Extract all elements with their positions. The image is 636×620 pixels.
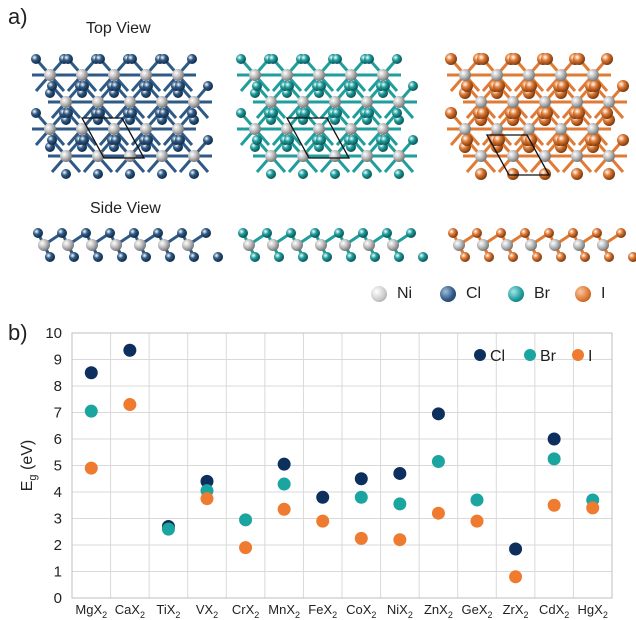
x-tick-label: CaX2 [115, 602, 145, 620]
data-points [84, 343, 600, 584]
top-view-structures [31, 53, 629, 180]
top-view-cl [31, 54, 213, 179]
point-br [277, 477, 291, 491]
legend-i-label: I [601, 285, 606, 302]
point-br [393, 497, 407, 511]
legend-ni-label: Ni [397, 285, 413, 302]
y-tick-label: 1 [54, 564, 62, 581]
legend-br: Br [508, 285, 550, 303]
y-tick-label: 10 [45, 325, 62, 342]
point-i [547, 498, 561, 512]
x-tick-label: ZnX2 [424, 602, 453, 620]
x-tick-label: FeX2 [308, 602, 337, 620]
y-tick-label: 2 [54, 537, 62, 554]
panel-b-label: b) [8, 320, 28, 345]
grid [71, 332, 613, 599]
top-view-br [236, 54, 418, 179]
legend-label-i: I [588, 348, 592, 365]
point-cl [277, 457, 291, 471]
x-tick-label: GeX2 [461, 602, 492, 620]
point-br [431, 455, 445, 469]
point-i [239, 541, 253, 555]
cl-ball-icon [440, 286, 456, 302]
side-view-structures [33, 228, 636, 262]
point-i [470, 514, 484, 528]
legend-label-br: Br [540, 348, 557, 365]
point-cl [84, 366, 98, 380]
x-tick-label: CoX2 [346, 602, 376, 620]
point-br [470, 493, 484, 507]
atom-legend: Ni Cl Br I [0, 285, 636, 309]
x-tick-label: MnX2 [268, 602, 300, 620]
x-tick-label: CrX2 [232, 602, 259, 620]
point-cl [393, 466, 407, 480]
point-i [200, 492, 214, 506]
x-tick-label: MgX2 [75, 602, 107, 620]
x-tick-label: HgX2 [578, 602, 608, 620]
crystal-structures [31, 53, 636, 262]
y-tick-label: 3 [54, 511, 62, 528]
point-cl [354, 472, 368, 486]
band-gap-chart: 0 1 2 3 4 5 6 7 8 9 10 MgX2 CaX2 TiX2 VX2 CrX2 MnX2 FeX2… [19, 325, 613, 620]
series-legend: Cl Br I [474, 348, 592, 365]
legend-cl-label: Cl [466, 285, 482, 302]
legend-label-cl: Cl [490, 348, 505, 365]
side-view-i [448, 228, 636, 262]
side-view-br [238, 228, 428, 262]
point-br [239, 513, 253, 527]
y-axis-label: Eg (eV) [19, 440, 39, 491]
y-tick-label: 5 [54, 458, 62, 475]
x-tick-label: VX2 [196, 602, 218, 620]
point-i [393, 533, 407, 547]
side-view-cl [33, 228, 223, 262]
legend-marker-br [524, 349, 536, 361]
y-tick-label: 4 [54, 484, 62, 501]
ni-ball-icon [371, 286, 387, 302]
point-i [586, 501, 600, 515]
point-i [277, 502, 291, 516]
legend-ni: Ni [371, 285, 412, 303]
point-i [431, 506, 445, 520]
x-tick-label: ZrX2 [503, 602, 529, 620]
point-i [123, 398, 137, 412]
point-i [316, 514, 330, 528]
legend-br-label: Br [534, 285, 550, 302]
legend-marker-cl [474, 349, 486, 361]
point-i [509, 570, 523, 584]
i-ball-icon [575, 286, 591, 302]
y-tick-label: 7 [54, 405, 62, 422]
y-tick-label: 6 [54, 431, 62, 448]
y-tick-labels: 0 1 2 3 4 5 6 7 8 9 10 [45, 325, 62, 607]
legend-cl: Cl [440, 285, 481, 303]
point-cl [509, 542, 523, 556]
point-br [84, 404, 98, 418]
point-i [354, 531, 368, 545]
side-view-label: Side View [90, 200, 161, 217]
y-tick-label: 9 [54, 352, 62, 369]
y-tick-label: 8 [54, 378, 62, 395]
br-ball-icon [508, 286, 524, 302]
top-view-label: Top View [86, 20, 151, 37]
top-view-i [445, 53, 629, 180]
point-br [547, 452, 561, 466]
point-br [161, 522, 175, 536]
legend-marker-i [572, 349, 584, 361]
legend-i: I [575, 285, 605, 303]
point-cl [123, 343, 137, 357]
x-tick-labels: MgX2 CaX2 TiX2 VX2 CrX2 MnX2 FeX2 CoX2 NiX2 ZnX2 G… [75, 602, 607, 620]
point-cl [431, 407, 445, 421]
x-tick-label: TiX2 [156, 602, 180, 620]
x-tick-label: NiX2 [387, 602, 413, 620]
x-tick-label: CdX2 [539, 602, 569, 620]
point-cl [547, 432, 561, 446]
y-tick-label: 0 [54, 590, 62, 607]
plot-frame [71, 332, 613, 599]
point-br [354, 490, 368, 504]
panel-a-label: a) [8, 4, 28, 29]
point-cl [200, 474, 214, 488]
point-i [84, 461, 98, 475]
point-cl [316, 490, 330, 504]
